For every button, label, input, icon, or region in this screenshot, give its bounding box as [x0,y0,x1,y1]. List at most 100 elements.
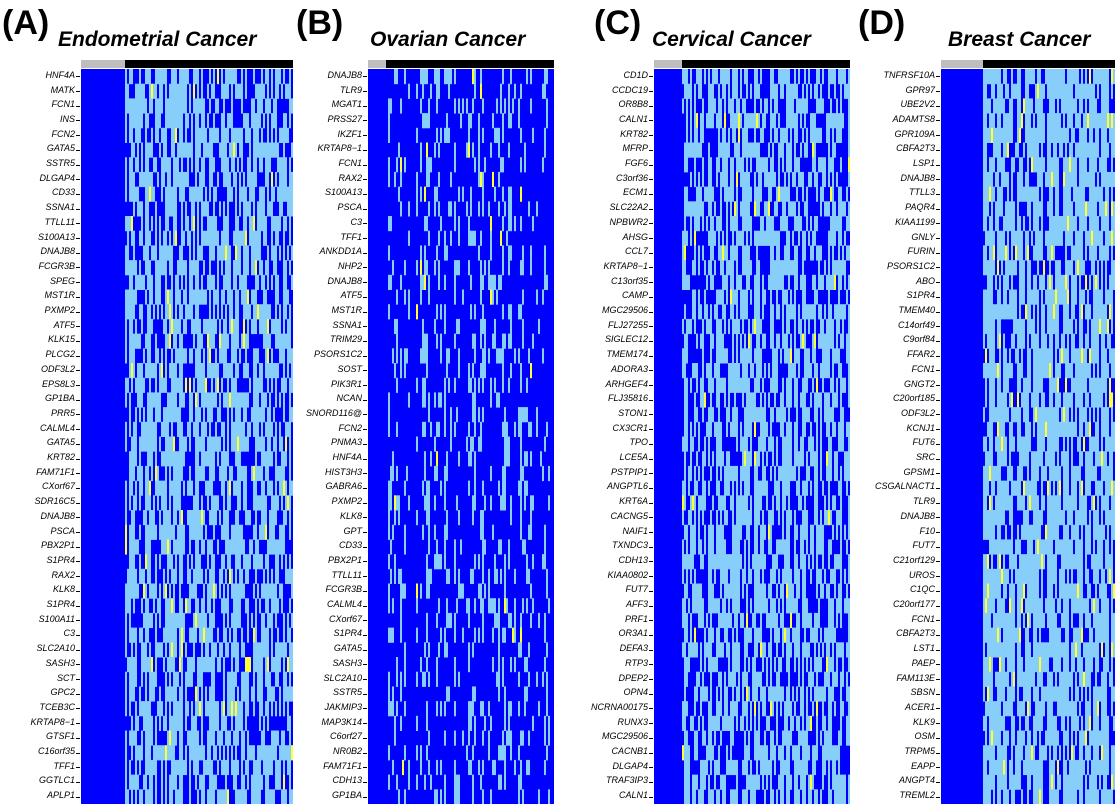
heat-cell [388,113,390,128]
heat-cell [169,525,171,540]
heat-cell [151,525,153,540]
heat-cell [750,495,752,510]
gene-label: MGC29506 [558,731,648,742]
heat-cell [189,437,191,452]
heat-cell [245,481,247,496]
heat-cell [177,613,179,628]
heat-cell [245,495,247,510]
heat-cell [219,437,221,452]
heat-cell [189,569,191,584]
heat-cell [269,451,271,466]
heat-cell [702,319,704,334]
gene-label: FUT7 [558,584,648,595]
heat-cell [730,113,732,128]
heat-cell [446,348,448,363]
heat-cell [720,334,722,349]
heat-cell [145,628,147,643]
heat-cell [179,304,181,319]
heat-cell [223,628,225,643]
heat-cell [153,304,155,319]
heat-cell [177,113,179,128]
heat-cell [131,69,133,84]
heat-cell [520,628,522,643]
heat-cell [219,245,221,260]
heat-cell [724,613,726,628]
heat-cell [492,657,494,672]
heat-cell [173,731,175,746]
heat-cell [201,686,203,701]
heat-cell [398,510,400,525]
heat-cell [694,701,696,716]
heat-cell [748,392,750,407]
heat-cell [155,466,157,481]
heat-cell [498,598,500,613]
heat-cell [472,701,474,716]
heat-cell [732,363,734,378]
heat-cell [181,260,183,275]
heat-cell [750,437,752,452]
heat-cell [241,539,243,554]
heat-cell [690,143,692,158]
heat-cell [171,378,173,393]
heat-cell [750,334,752,349]
heat-cell [420,348,422,363]
heat-cell [247,260,249,275]
heat-cell [195,510,197,525]
heat-cell [758,275,760,290]
heat-cell [710,334,712,349]
heat-cell [444,789,446,804]
heat-cell [195,348,197,363]
heat-cell [544,128,546,143]
row-tick [363,473,367,474]
heat-cell [686,231,688,246]
heat-cell [530,422,532,437]
heat-cell [510,201,512,216]
heat-cell [760,172,762,187]
heat-cell [500,348,502,363]
heat-cell [167,437,169,452]
heat-cell [195,466,197,481]
heat-cell [694,525,696,540]
heat-cell [175,363,177,378]
heat-cell [474,481,476,496]
heat-cell [500,745,502,760]
heat-cell [135,569,137,584]
heat-cell [752,363,754,378]
heat-cell [420,245,422,260]
heat-cell [209,187,211,202]
heat-cell [724,598,726,613]
heat-cell [133,495,135,510]
heat-cell [209,481,211,496]
heat-cell [736,525,738,540]
heat-cell [171,657,173,672]
gene-label: AHSG [558,232,648,243]
heat-cell [684,363,686,378]
heat-cell [235,760,237,775]
heat-cell [155,216,157,231]
heat-cell [720,319,722,334]
heat-cell [257,275,259,290]
heat-cell [181,657,183,672]
heat-cell [726,407,728,422]
heat-cell [223,598,225,613]
heat-cell [748,201,750,216]
heat-cell [708,657,710,672]
heat-cell [544,69,546,84]
heat-cell [744,642,746,657]
gene-label: GPC2 [0,687,75,698]
heat-cell [171,745,173,760]
heat-cell [398,187,400,202]
heat-cell [730,201,732,216]
heat-cell [710,304,712,319]
heat-cell [716,628,718,643]
heat-cell [704,686,706,701]
gene-label: FCGR3B [272,584,362,595]
heat-cell [688,84,690,99]
heat-cell [468,422,470,437]
heat-cell [237,422,239,437]
heat-cell [197,686,199,701]
heat-cell [416,584,418,599]
heat-cell [201,216,203,231]
heat-cell [756,554,758,569]
heat-cell [189,348,191,363]
